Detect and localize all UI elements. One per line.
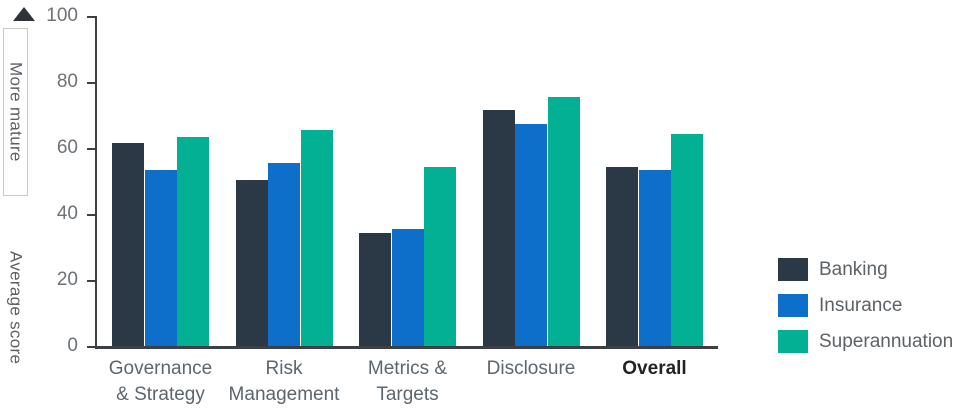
y-tick-mark-80: [87, 82, 96, 84]
x-category-label-metrics-targets: Metrics & Targets: [367, 358, 448, 405]
bar-banking-metrics-targets: [359, 232, 391, 348]
bar-superannuation-governance-strategy: [177, 136, 209, 348]
bar-insurance-risk-management: [268, 163, 300, 348]
x-axis-line: [95, 346, 718, 349]
bar-banking-overall: [606, 166, 638, 348]
bar-insurance-overall: [638, 169, 671, 348]
x-category-label-governance-strategy: Governance & Strategy: [108, 358, 213, 405]
legend-item-banking: Banking: [778, 258, 953, 281]
y-tick-mark-0: [87, 346, 96, 348]
legend-label-superannuation: Superannuation: [819, 330, 954, 352]
legend: Banking Insurance Superannuation: [778, 258, 953, 353]
bar-superannuation-disclosure: [547, 97, 580, 348]
legend-label-insurance: Insurance: [819, 294, 903, 316]
bar-insurance-governance-strategy: [144, 169, 177, 348]
bar-superannuation-risk-management: [300, 130, 333, 348]
y-tick-label-40: 40: [56, 203, 78, 224]
bar-superannuation-overall: [671, 133, 703, 348]
x-category-label-risk-management: Risk Management: [228, 358, 340, 405]
x-category-label-disclosure: Disclosure: [486, 358, 576, 379]
y-tick-label-0: 0: [67, 335, 78, 356]
bar-insurance-disclosure: [515, 123, 547, 348]
legend-swatch-banking: [778, 258, 808, 281]
y-axis-line: [95, 16, 97, 349]
bar-banking-disclosure: [482, 110, 515, 348]
legend-swatch-superannuation: [778, 330, 808, 353]
y-tick-mark-100: [87, 16, 96, 18]
x-category-label-overall: Overall: [622, 358, 687, 379]
bar-superannuation-metrics-targets: [424, 166, 456, 348]
legend-swatch-insurance: [778, 294, 808, 317]
y-tick-label-20: 20: [56, 269, 78, 290]
y-tick-label-60: 60: [56, 137, 78, 158]
bar-banking-governance-strategy: [112, 143, 144, 348]
legend-label-banking: Banking: [819, 258, 888, 280]
y-tick-label-100: 100: [46, 5, 78, 26]
y-tick-label-80: 80: [56, 71, 78, 92]
legend-item-insurance: Insurance: [778, 294, 953, 317]
bar-insurance-metrics-targets: [391, 229, 424, 348]
more-mature-arrow-icon: [13, 7, 35, 21]
y-tick-mark-40: [87, 214, 96, 216]
more-mature-label-box: More mature: [3, 28, 28, 196]
y-tick-mark-20: [87, 280, 96, 282]
legend-item-superannuation: Superannuation: [778, 330, 953, 353]
y-tick-mark-60: [87, 148, 96, 150]
more-mature-label: More mature: [6, 62, 26, 162]
y-axis-title: Average score: [6, 251, 26, 365]
bar-banking-risk-management: [235, 179, 268, 348]
